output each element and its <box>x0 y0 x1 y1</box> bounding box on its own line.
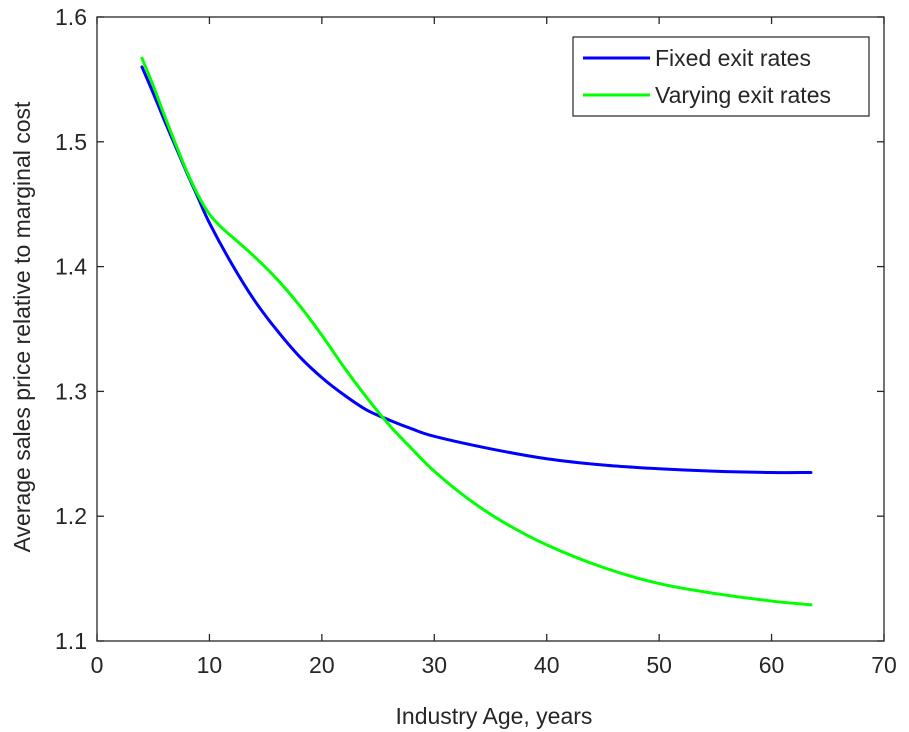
axes-box <box>96 16 885 642</box>
legend-entry-label: Varying exit rates <box>655 82 831 108</box>
y-tick-label: 1.4 <box>55 254 87 280</box>
x-axis-label: Industry Age, years <box>396 703 593 729</box>
ticks-layer: 0 10 20 30 40 50 60 70 1.1 1.2 1.3 1.4 1.5 1.6 <box>55 4 897 678</box>
legend-box <box>572 36 870 117</box>
x-tick-label: 30 <box>421 652 447 678</box>
x-tick-label: 60 <box>759 652 785 678</box>
plot-area <box>96 16 885 642</box>
x-tick-label: 40 <box>534 652 560 678</box>
series-layer <box>140 56 813 607</box>
y-tick-label: 1.6 <box>55 4 87 30</box>
y-tick-label: 1.2 <box>55 503 87 529</box>
y-tick-label: 1.3 <box>55 378 87 404</box>
legend: Fixed exit rates Varying exit rates <box>572 36 870 117</box>
legend-entry-label: Fixed exit rates <box>655 45 811 71</box>
y-tick-label: 1.5 <box>55 129 87 155</box>
x-tick-label: 70 <box>871 652 897 678</box>
series-line-2 <box>140 56 813 607</box>
y-tick-label: 1.1 <box>55 628 87 654</box>
y-axis-label: Average sales price relative to marginal… <box>9 101 35 552</box>
x-tick-label: 0 <box>91 652 104 678</box>
x-tick-label: 20 <box>309 652 335 678</box>
x-tick-label: 10 <box>197 652 223 678</box>
x-tick-label: 50 <box>646 652 672 678</box>
